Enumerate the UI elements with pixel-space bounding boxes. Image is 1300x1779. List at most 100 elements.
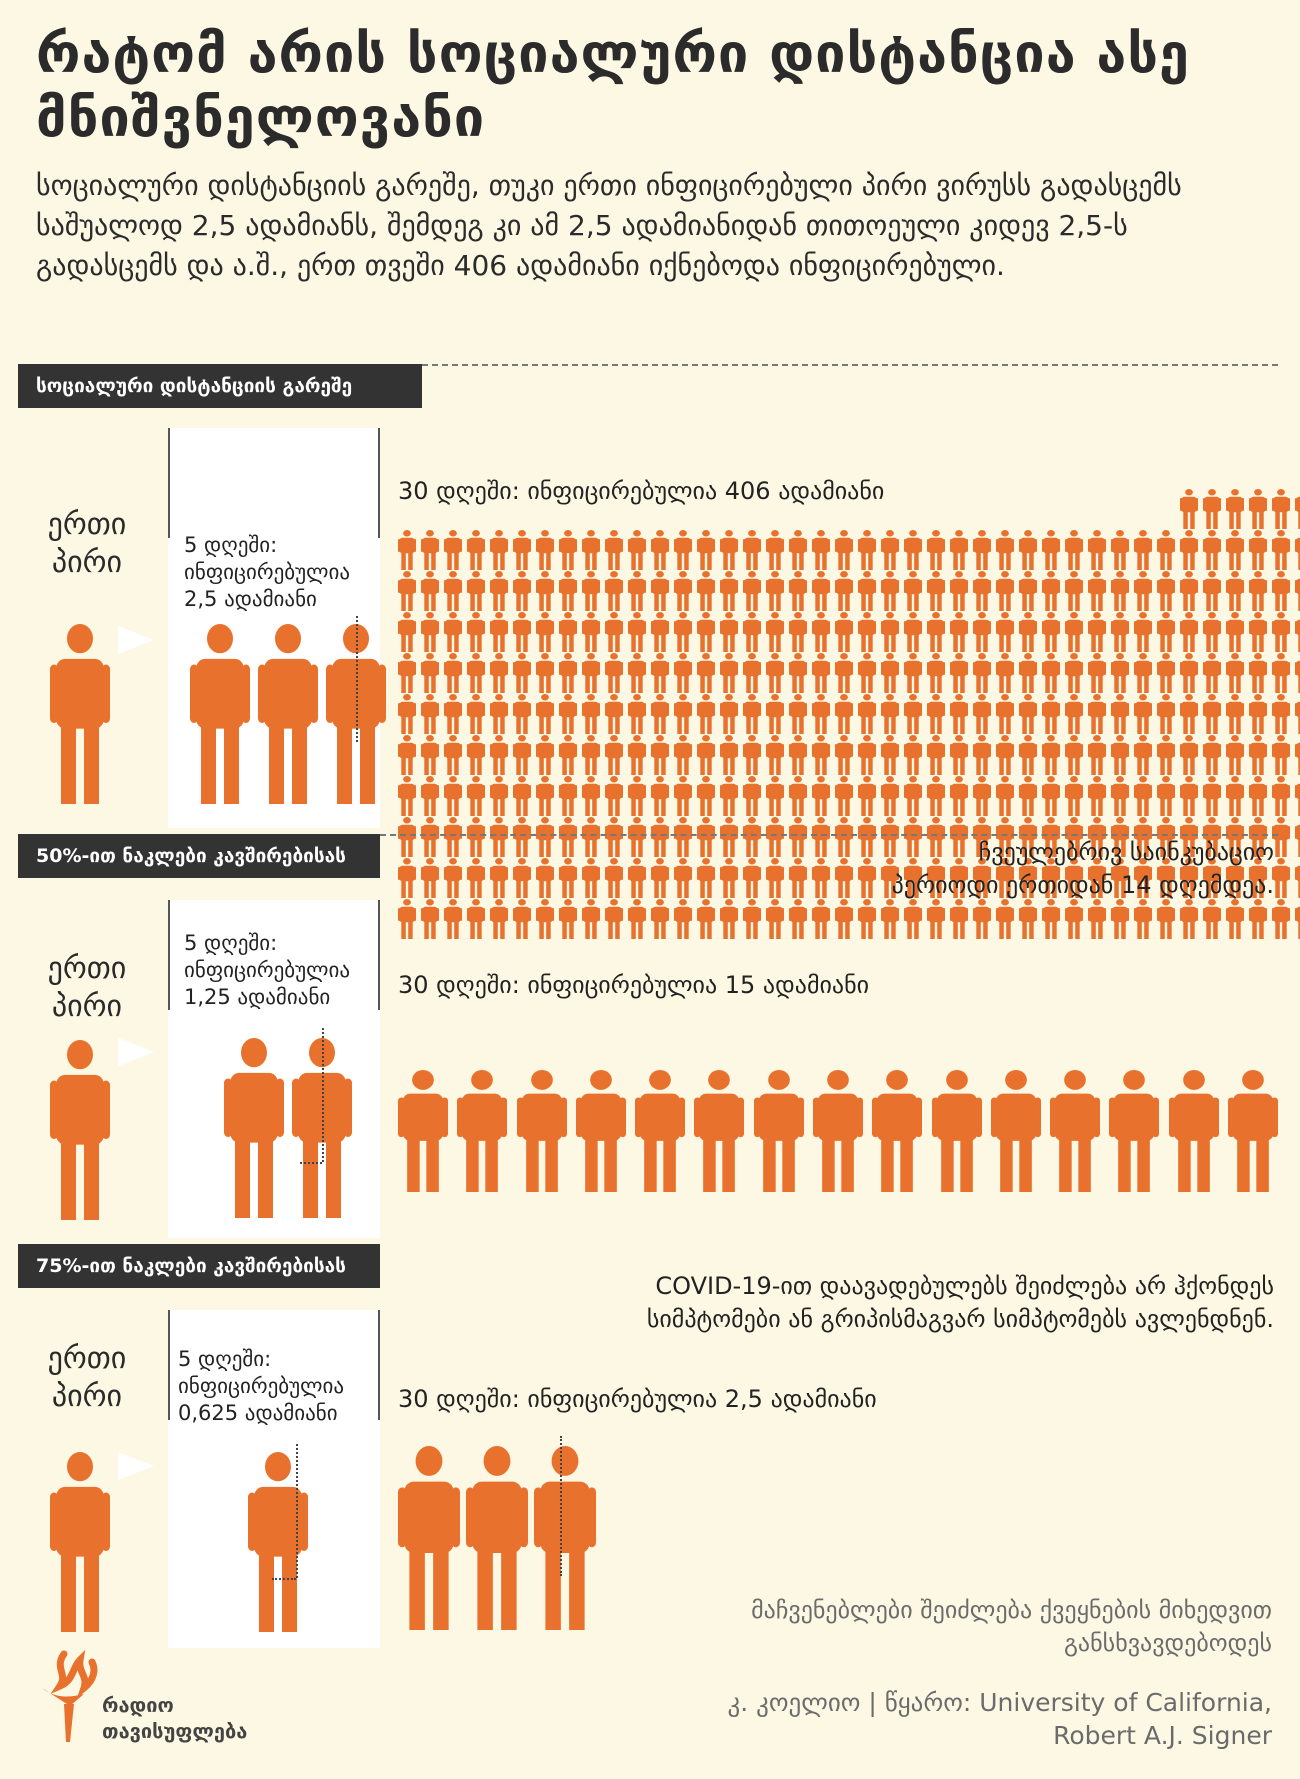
day30-person-icon bbox=[858, 735, 876, 775]
day30-person-icon bbox=[559, 653, 577, 693]
day30-person-icon bbox=[904, 571, 922, 611]
day30-person-icon bbox=[444, 694, 462, 734]
fraction-marker bbox=[560, 1436, 562, 1576]
day30-person-icon bbox=[766, 776, 784, 816]
day30-person-icon bbox=[1203, 817, 1221, 857]
day30-person-icon bbox=[1111, 776, 1129, 816]
day30-person-icon bbox=[1134, 858, 1152, 898]
day30-person-icon bbox=[421, 653, 439, 693]
day30-person-icon bbox=[789, 653, 807, 693]
day30-person-icon bbox=[605, 612, 623, 652]
day30-person-icon bbox=[490, 612, 508, 652]
day30-person-icon bbox=[766, 653, 784, 693]
day30-person-icon bbox=[694, 1070, 745, 1192]
day30-person-icon bbox=[789, 735, 807, 775]
day30-person-icon bbox=[1157, 735, 1175, 775]
day30-person-icon bbox=[398, 612, 416, 652]
day30-person-icon bbox=[697, 735, 715, 775]
day30-person-icon bbox=[513, 571, 531, 611]
day30-person-icon bbox=[766, 735, 784, 775]
day30-person-icon bbox=[1134, 530, 1152, 570]
day30-person-icon bbox=[628, 817, 646, 857]
day30-person-icon bbox=[1065, 899, 1083, 939]
day30-person-icon bbox=[1157, 571, 1175, 611]
day30-person-icon bbox=[927, 858, 945, 898]
day30-person-icon bbox=[881, 858, 899, 898]
day30-person-icon bbox=[605, 530, 623, 570]
day30-person-icon bbox=[1111, 735, 1129, 775]
day5-person-icon bbox=[292, 1038, 352, 1218]
day30-person-icon bbox=[674, 612, 692, 652]
day5-column bbox=[168, 900, 380, 1238]
day30-person-icon bbox=[996, 776, 1014, 816]
day30-person-icon bbox=[720, 653, 738, 693]
day30-person-icon bbox=[398, 530, 416, 570]
day30-person-icon bbox=[1180, 530, 1198, 570]
day30-person-icon bbox=[996, 735, 1014, 775]
day30-person-icon bbox=[697, 817, 715, 857]
day30-person-icon bbox=[1203, 694, 1221, 734]
day30-person-icon bbox=[444, 776, 462, 816]
day30-person-icon bbox=[1249, 571, 1267, 611]
day30-person-icon bbox=[559, 571, 577, 611]
day30-person-icon bbox=[1180, 612, 1198, 652]
day30-person-icon bbox=[651, 776, 669, 816]
day30-person-icon bbox=[1203, 776, 1221, 816]
day30-person-icon bbox=[628, 776, 646, 816]
day30-person-icon bbox=[398, 899, 416, 939]
day30-person-icon bbox=[605, 899, 623, 939]
day30-person-icon bbox=[467, 735, 485, 775]
day30-person-icon bbox=[1272, 735, 1290, 775]
fraction-marker bbox=[272, 1578, 296, 1580]
day30-person-icon bbox=[559, 858, 577, 898]
day30-person-icon bbox=[812, 776, 830, 816]
day30-person-icon bbox=[605, 653, 623, 693]
day30-person-icon bbox=[536, 530, 554, 570]
day5-person-icon bbox=[248, 1452, 308, 1632]
day30-person-icon bbox=[536, 858, 554, 898]
day30-person-icon bbox=[1065, 776, 1083, 816]
day30-person-icon bbox=[1019, 694, 1037, 734]
day30-person-icon bbox=[1065, 653, 1083, 693]
column-edge-left bbox=[168, 428, 170, 538]
day30-person-icon bbox=[881, 530, 899, 570]
day30-person-icon bbox=[651, 817, 669, 857]
day30-person-icon bbox=[1249, 776, 1267, 816]
day30-person-icon bbox=[1088, 612, 1106, 652]
day30-person-icon bbox=[1111, 653, 1129, 693]
day30-person-icon bbox=[651, 694, 669, 734]
day30-person-icon bbox=[1249, 653, 1267, 693]
day30-person-icon bbox=[1226, 571, 1244, 611]
day30-person-icon bbox=[1272, 694, 1290, 734]
day30-person-icon bbox=[789, 694, 807, 734]
fraction-marker bbox=[356, 616, 358, 742]
column-edge-right bbox=[378, 900, 380, 1010]
day30-person-icon bbox=[858, 858, 876, 898]
day30-person-icon bbox=[1134, 571, 1152, 611]
day30-person-icon bbox=[513, 858, 531, 898]
day30-person-icon bbox=[1050, 1070, 1101, 1192]
day30-person-icon bbox=[1226, 817, 1244, 857]
day30-person-icon bbox=[1157, 612, 1175, 652]
day30-person-icon bbox=[513, 735, 531, 775]
day30-person-icon bbox=[513, 817, 531, 857]
day30-person-icon bbox=[1134, 694, 1152, 734]
day30-person-icon bbox=[996, 858, 1014, 898]
day30-person-icon bbox=[1226, 899, 1244, 939]
section-label-75pct: 75%-ით ნაკლები კავშირებისას bbox=[18, 1244, 380, 1288]
day30-person-icon bbox=[789, 817, 807, 857]
day5-person-icon bbox=[190, 624, 250, 804]
day30-person-icon bbox=[858, 612, 876, 652]
day30-person-icon bbox=[990, 1070, 1041, 1192]
day30-person-icon bbox=[950, 530, 968, 570]
section-label-50pct: 50%-ით ნაკლები კავშირებისას bbox=[18, 834, 380, 878]
day30-person-icon bbox=[582, 653, 600, 693]
day30-person-icon bbox=[1180, 694, 1198, 734]
day30-person-icon bbox=[904, 858, 922, 898]
day30-person-icon bbox=[444, 899, 462, 939]
day30-person-icon bbox=[536, 735, 554, 775]
day30-person-icon bbox=[743, 653, 761, 693]
day30-person-icon bbox=[1088, 858, 1106, 898]
day30-person-icon bbox=[674, 653, 692, 693]
day30-person-icon bbox=[697, 694, 715, 734]
